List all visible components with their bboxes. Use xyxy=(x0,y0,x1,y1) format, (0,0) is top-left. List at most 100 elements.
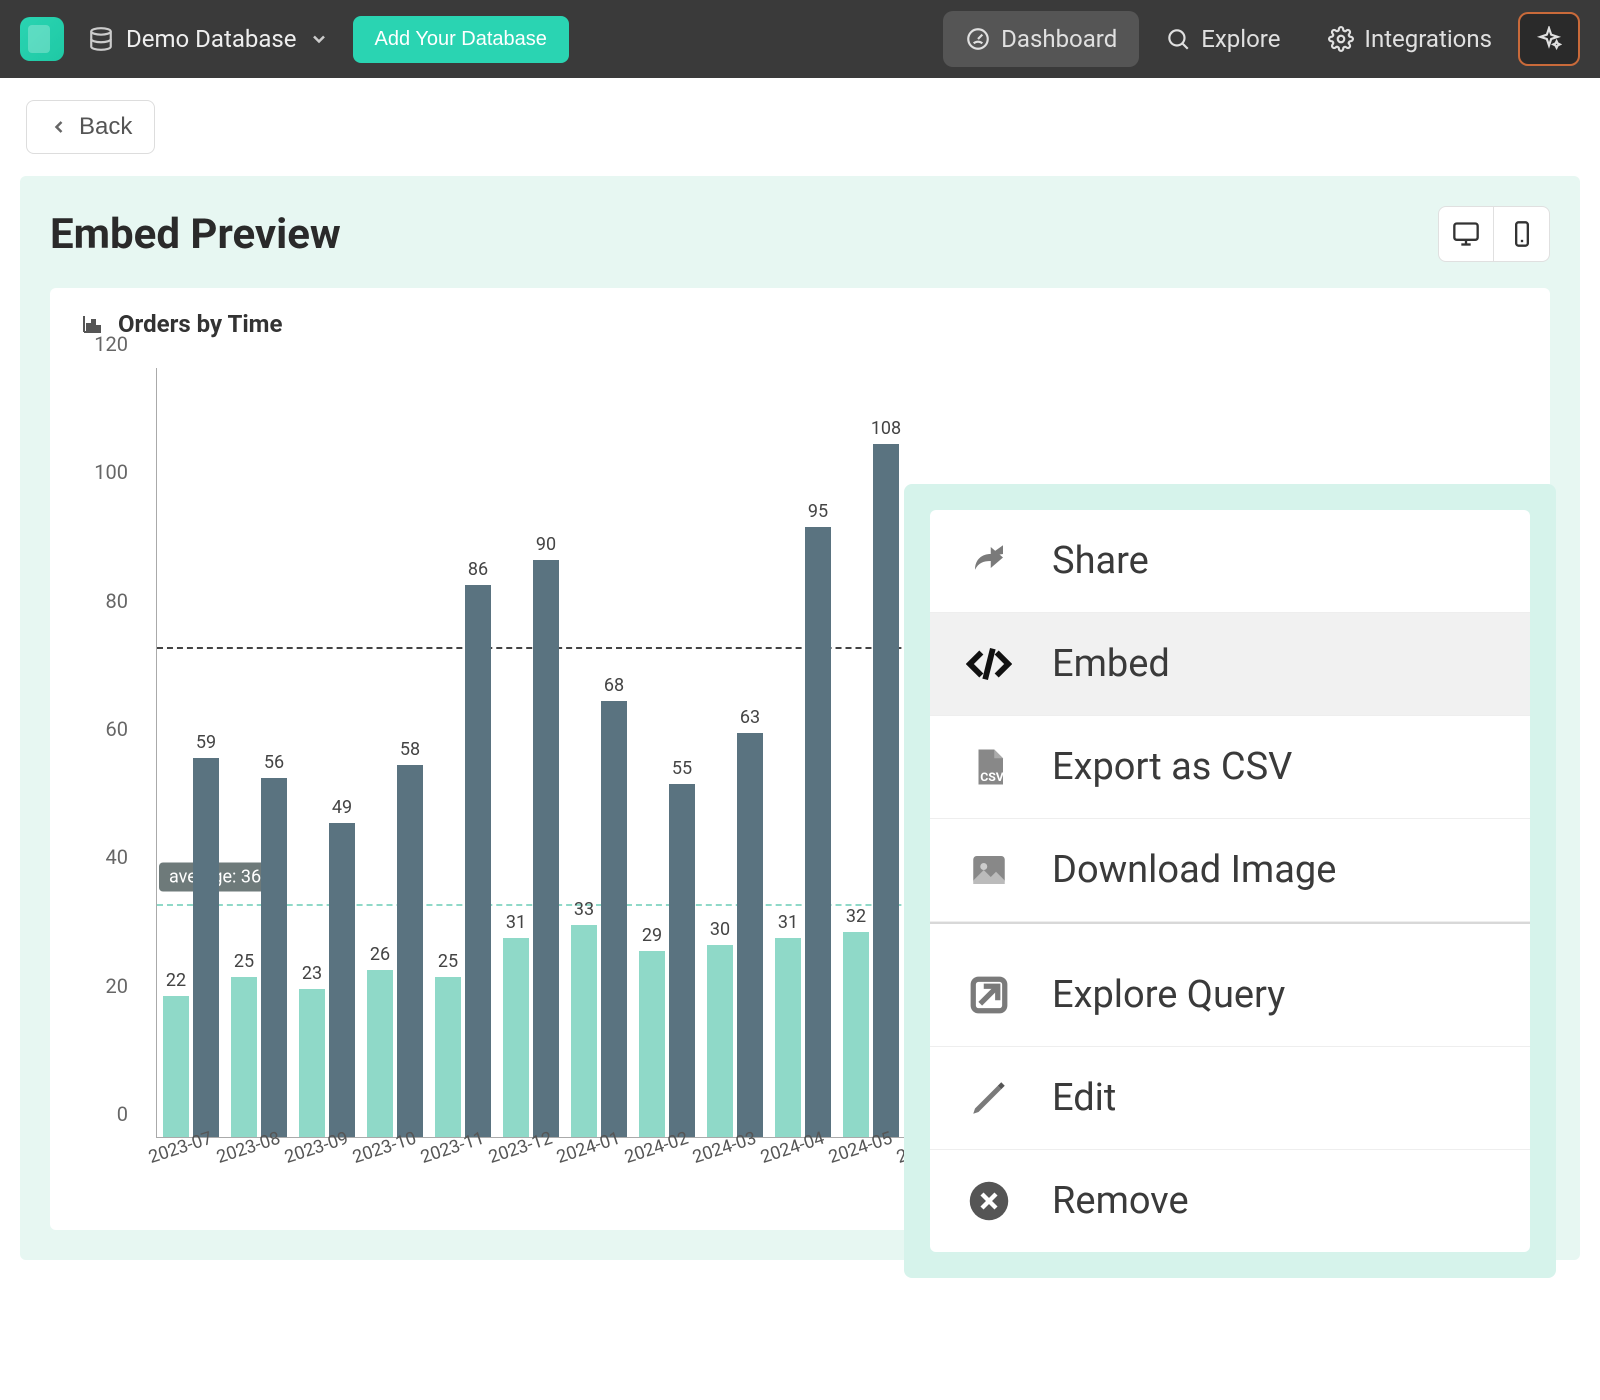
nav-integrations[interactable]: Integrations xyxy=(1306,11,1514,67)
bar-value-label: 31 xyxy=(778,912,798,933)
bar-value-label: 108 xyxy=(871,418,901,439)
gauge-icon xyxy=(965,26,991,52)
bar[interactable]: 58 xyxy=(397,765,423,1137)
nav-integrations-label: Integrations xyxy=(1364,25,1492,53)
bar[interactable]: 32 xyxy=(843,932,869,1137)
bar-group: 3195 xyxy=(775,527,831,1137)
bar[interactable]: 63 xyxy=(737,733,763,1137)
external-icon xyxy=(966,972,1012,1018)
y-tick: 0 xyxy=(117,1102,128,1126)
nav-explore[interactable]: Explore xyxy=(1143,11,1302,67)
menu-item-edit[interactable]: Edit xyxy=(930,1047,1530,1150)
code-icon xyxy=(966,641,1012,687)
y-tick: 40 xyxy=(106,845,128,869)
nav-dashboard[interactable]: Dashboard xyxy=(943,11,1139,67)
bar-value-label: 86 xyxy=(468,559,488,580)
bar[interactable]: 25 xyxy=(435,977,461,1137)
menu-item-embed[interactable]: Embed xyxy=(930,613,1530,716)
add-database-button[interactable]: Add Your Database xyxy=(353,16,569,63)
panel-title: Embed Preview xyxy=(50,210,341,259)
chart-card: Orders by Time 020406080100120 average: … xyxy=(50,288,1550,1230)
desktop-view-button[interactable] xyxy=(1438,206,1494,262)
bar[interactable]: 29 xyxy=(639,951,665,1137)
bar[interactable]: 25 xyxy=(231,977,257,1137)
bar[interactable]: 33 xyxy=(571,925,597,1137)
menu-item-label: Share xyxy=(1052,539,1149,583)
bar-value-label: 49 xyxy=(332,797,352,818)
bar[interactable]: 31 xyxy=(775,938,801,1137)
bar-value-label: 56 xyxy=(264,752,284,773)
top-nav: Demo Database Add Your Database Dashboar… xyxy=(0,0,1600,78)
bar-group: 2556 xyxy=(231,778,287,1137)
menu-item-export-csv[interactable]: CSV Export as CSV xyxy=(930,716,1530,819)
y-axis: 020406080100120 xyxy=(80,368,140,1138)
menu-item-download-image[interactable]: Download Image xyxy=(930,819,1530,922)
y-tick: 100 xyxy=(94,460,128,484)
bar-value-label: 26 xyxy=(370,944,390,965)
database-name: Demo Database xyxy=(126,25,297,53)
menu-item-label: Embed xyxy=(1052,642,1170,686)
bar-group: 3190 xyxy=(503,560,559,1138)
view-toggle xyxy=(1438,206,1550,262)
bar-value-label: 32 xyxy=(846,906,866,927)
bar-value-label: 55 xyxy=(672,758,692,779)
bar[interactable]: 55 xyxy=(669,784,695,1137)
menu-item-share[interactable]: Share xyxy=(930,510,1530,613)
bar[interactable]: 31 xyxy=(503,938,529,1137)
menu-item-label: Export as CSV xyxy=(1052,745,1292,789)
bar-value-label: 25 xyxy=(234,951,254,972)
bar-value-label: 23 xyxy=(302,963,322,984)
menu-item-label: Download Image xyxy=(1052,848,1336,892)
bar[interactable]: 56 xyxy=(261,778,287,1137)
bar-value-label: 31 xyxy=(506,912,526,933)
bar[interactable]: 26 xyxy=(367,970,393,1137)
back-label: Back xyxy=(79,113,132,141)
menu-item-label: Explore Query xyxy=(1052,973,1285,1017)
bar-value-label: 95 xyxy=(808,501,828,522)
y-tick: 20 xyxy=(106,974,128,998)
nav-dashboard-label: Dashboard xyxy=(1001,25,1117,53)
mobile-view-button[interactable] xyxy=(1494,206,1550,262)
bar-group: 3063 xyxy=(707,733,763,1137)
bar[interactable]: 86 xyxy=(465,585,491,1137)
bar[interactable]: 59 xyxy=(193,758,219,1137)
bar[interactable]: 108 xyxy=(873,444,899,1137)
csv-icon: CSV xyxy=(966,744,1012,790)
embed-preview-panel: Embed Preview Orders by Time 0 20 40 60 80 10… xyxy=(20,176,1580,1260)
bar[interactable]: 23 xyxy=(299,989,325,1137)
image-icon xyxy=(966,847,1012,893)
bar-value-label: 90 xyxy=(536,534,556,555)
chart-title: Orders by Time xyxy=(118,310,282,338)
y-tick: 80 xyxy=(106,589,128,613)
bar[interactable]: 90 xyxy=(533,560,559,1138)
menu-item-label: Remove xyxy=(1052,1179,1189,1223)
bar[interactable]: 22 xyxy=(163,996,189,1137)
bar[interactable]: 49 xyxy=(329,823,355,1137)
back-button[interactable]: Back xyxy=(26,100,155,154)
bar[interactable]: 95 xyxy=(805,527,831,1137)
chevron-left-icon xyxy=(49,117,69,137)
menu-item-label: Edit xyxy=(1052,1076,1116,1120)
bar[interactable]: 30 xyxy=(707,945,733,1138)
bar[interactable]: 68 xyxy=(601,701,627,1137)
menu-item-remove[interactable]: Remove xyxy=(930,1150,1530,1252)
bar-group: 2349 xyxy=(299,823,355,1137)
bar-value-label: 63 xyxy=(740,707,760,728)
app-logo[interactable] xyxy=(20,17,64,61)
bar-value-label: 30 xyxy=(710,919,730,940)
mobile-icon xyxy=(1508,220,1536,248)
nav-ai-button[interactable] xyxy=(1518,12,1580,66)
bar-group: 2658 xyxy=(367,765,423,1137)
bar-value-label: 29 xyxy=(642,925,662,946)
database-selector[interactable]: Demo Database xyxy=(88,25,329,53)
bar-value-label: 59 xyxy=(196,732,216,753)
bar-value-label: 22 xyxy=(166,970,186,991)
sparkle-icon xyxy=(1536,26,1562,52)
bar-group: 2586 xyxy=(435,585,491,1137)
menu-item-explore-query[interactable]: Explore Query xyxy=(930,944,1530,1047)
y-tick: 60 xyxy=(106,717,128,741)
pencil-icon xyxy=(966,1075,1012,1121)
y-tick: 120 xyxy=(94,332,128,356)
gear-icon xyxy=(1328,26,1354,52)
svg-text:CSV: CSV xyxy=(980,770,1004,784)
